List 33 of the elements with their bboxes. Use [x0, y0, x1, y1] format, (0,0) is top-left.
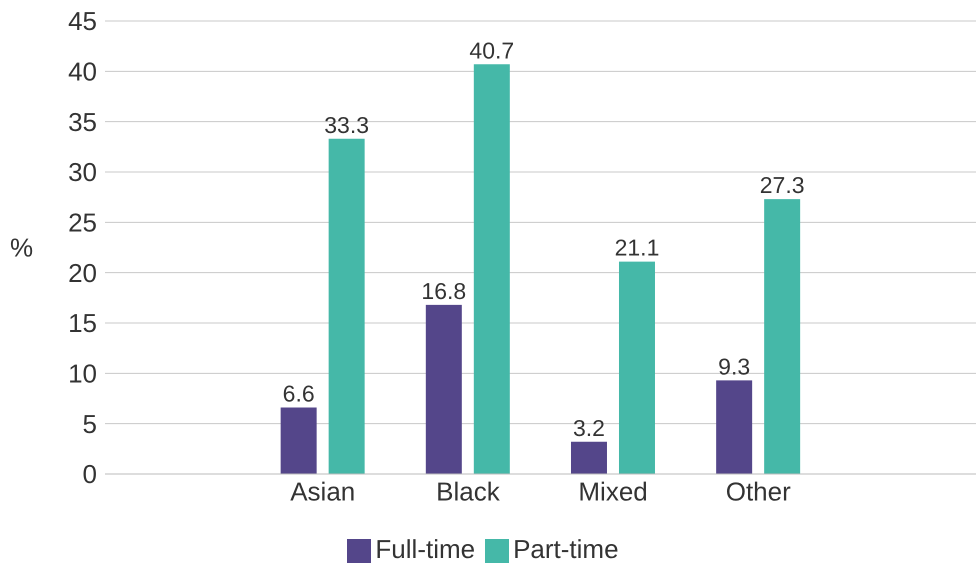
- data-label: 33.3: [324, 112, 370, 138]
- y-axis-title: %: [10, 232, 34, 263]
- y-tick-label: 30: [68, 157, 97, 188]
- bar: [474, 64, 510, 474]
- x-tick-label: Black: [436, 476, 501, 506]
- y-tick-label: 10: [68, 358, 97, 389]
- bar: [426, 304, 462, 474]
- data-label: 21.1: [614, 234, 660, 261]
- x-tick-label: Other: [726, 476, 792, 506]
- data-label: 27.3: [760, 172, 805, 198]
- legend-label: Part-time: [513, 534, 619, 564]
- data-label: 9.3: [718, 353, 750, 380]
- bar: [716, 380, 752, 474]
- x-tick-label: Mixed: [578, 476, 648, 506]
- y-tick-label: 25: [68, 208, 97, 238]
- y-tick-label: 40: [68, 56, 97, 87]
- bar: [570, 442, 607, 474]
- bar: [618, 262, 655, 474]
- y-tick-label: 5: [82, 408, 97, 439]
- data-label: 40.7: [469, 37, 514, 64]
- data-label: 6.6: [282, 380, 315, 407]
- legend-label: Full-time: [375, 534, 476, 564]
- x-tick-label: Asian: [290, 476, 356, 506]
- bar: [280, 408, 317, 474]
- y-tick-label: 20: [68, 258, 97, 288]
- y-tick-label: 0: [82, 459, 97, 490]
- bar: [764, 199, 800, 474]
- y-tick-label: 45: [68, 6, 97, 36]
- y-tick-label: 15: [68, 308, 97, 338]
- data-label: 16.8: [421, 278, 466, 304]
- data-label: 3.2: [572, 414, 605, 441]
- bar: [328, 138, 365, 474]
- y-tick-label: 35: [68, 106, 97, 137]
